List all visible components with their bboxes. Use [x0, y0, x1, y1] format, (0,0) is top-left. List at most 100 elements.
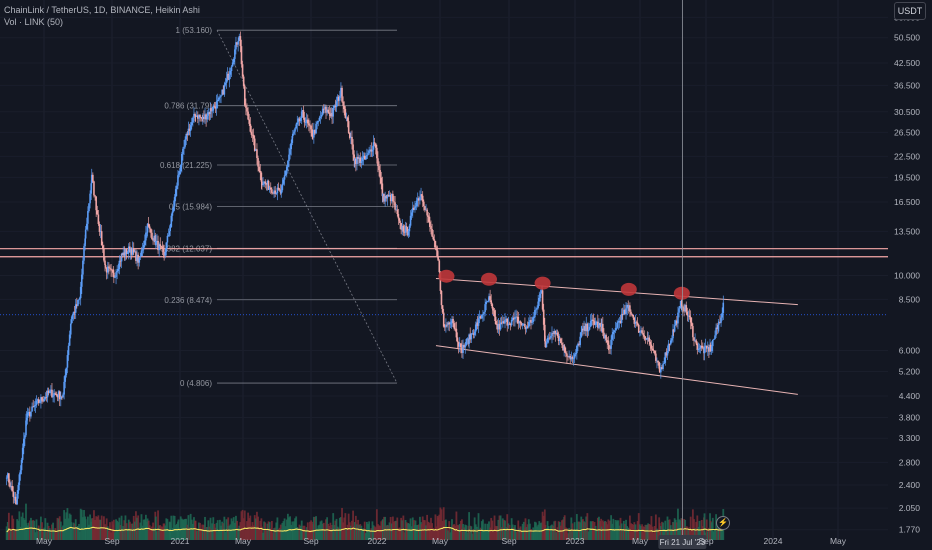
volume-indicator-title[interactable]: Vol · LINK (50) — [4, 17, 64, 27]
candle-body — [29, 411, 31, 417]
volume-bar — [241, 509, 244, 540]
volume-bar — [18, 511, 21, 540]
candle-body — [520, 323, 523, 326]
candle-body — [315, 123, 317, 134]
volume-bar — [379, 525, 382, 540]
volume-bar — [256, 511, 258, 540]
candle-body — [177, 175, 179, 186]
candle-body — [441, 305, 444, 313]
volume-bar — [439, 507, 442, 540]
candle-body — [297, 118, 300, 123]
volume-bar — [315, 516, 317, 540]
volume-bar — [278, 527, 281, 540]
volume-bar — [130, 523, 133, 540]
volume-bar — [394, 520, 396, 540]
fibonacci-retracement[interactable]: 1 (53.160) 0.786 (31.79) 0.618 (21.225) 0.5… — [160, 26, 398, 388]
volume-bar — [147, 520, 150, 540]
price-axis[interactable]: 58.00050.50042.50036.50030.50026.50022.5… — [888, 0, 932, 550]
volume-bar — [478, 528, 481, 540]
volume-bar — [531, 532, 534, 540]
candle-body — [421, 195, 424, 202]
horizontal-levels[interactable]: 12.00011.3627.6527.638 — [0, 242, 932, 328]
volume-bar — [715, 514, 717, 540]
candle-body — [194, 113, 196, 116]
volume-bar — [433, 529, 436, 540]
volume-bar — [584, 522, 587, 540]
volume-bar — [122, 526, 125, 540]
candle-body — [396, 209, 399, 215]
price-tick-label: 36.500 — [894, 80, 920, 90]
volume-bar — [408, 524, 411, 540]
volume-bar — [135, 511, 137, 540]
volume-bar — [520, 531, 523, 540]
descending-channel[interactable] — [435, 277, 798, 395]
volume-bar — [354, 515, 357, 540]
volume-bar — [521, 523, 524, 540]
candle-body — [643, 335, 646, 337]
candle-body — [294, 128, 296, 132]
time-axis[interactable]: May Sep 2021 May Sep 2022 May Sep 2023 May Sep 2024… — [36, 536, 847, 546]
volume-bar — [572, 530, 575, 540]
volume-bar — [190, 519, 193, 540]
candle-body — [481, 314, 483, 319]
volume-bar — [78, 524, 80, 540]
candle-body — [431, 229, 433, 237]
volume-bar — [254, 518, 257, 540]
candle-body — [590, 319, 593, 322]
candle-body — [583, 326, 585, 331]
volume-bar — [126, 528, 129, 540]
volume-bar — [506, 514, 509, 540]
candle-body — [320, 115, 323, 117]
volume-bar — [351, 520, 353, 540]
candle-body — [25, 417, 28, 421]
currency-button[interactable]: USDT — [894, 2, 926, 20]
candle-body — [639, 331, 641, 333]
candle-body — [668, 343, 671, 345]
volume-bar — [83, 510, 85, 540]
candle-body — [179, 165, 182, 172]
candle-body — [53, 393, 55, 396]
candle-body — [56, 395, 59, 398]
volume-bar — [628, 515, 631, 540]
volume-bar — [443, 520, 446, 540]
volume-bar — [390, 523, 393, 540]
candle-body — [229, 70, 232, 75]
volume-bar — [223, 516, 226, 540]
volume-bar — [549, 525, 552, 540]
time-tick-label: Sep — [303, 536, 318, 546]
volume-bar — [286, 513, 289, 540]
candle-body — [458, 343, 461, 347]
volume-bar — [594, 525, 597, 540]
candle-body — [641, 330, 643, 334]
volume-bar — [557, 521, 560, 540]
volume-bar — [54, 528, 57, 540]
candle-body — [34, 405, 37, 406]
candle-body — [89, 193, 91, 204]
candle-body — [594, 323, 597, 325]
candle-body — [614, 327, 617, 331]
volume-bar — [191, 523, 194, 540]
volume-bar — [167, 529, 170, 540]
volume-bar — [179, 516, 182, 540]
candle-body — [41, 397, 43, 401]
volume-bar — [694, 528, 696, 540]
time-tick-label: Sep — [698, 536, 713, 546]
candle-body — [380, 177, 383, 184]
volume-bar — [163, 523, 166, 540]
candle-body — [674, 320, 677, 326]
candle-body — [672, 329, 674, 339]
volume-bar — [138, 527, 141, 540]
candle-body — [400, 222, 402, 230]
volume-bar — [13, 530, 16, 540]
candle-body — [76, 304, 78, 306]
volume-bar — [157, 510, 159, 540]
volume-bar — [516, 531, 519, 540]
volume-bar — [267, 521, 270, 540]
candle-body — [51, 389, 53, 398]
lightning-icon[interactable]: ⚡ — [716, 516, 730, 530]
candle-body — [50, 389, 52, 391]
symbol-title[interactable]: ChainLink / TetherUS, 1D, BINANCE, Heiki… — [4, 5, 200, 15]
candle-body — [124, 249, 127, 256]
candle-body — [66, 355, 69, 368]
